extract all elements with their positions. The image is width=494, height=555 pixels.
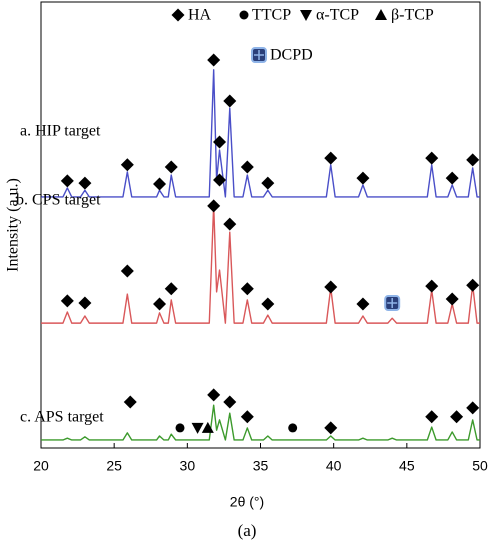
hkl-marker (60, 174, 74, 188)
x-tick-label: 35 (253, 458, 269, 474)
hkl-marker (153, 297, 167, 311)
hkl-marker (261, 297, 275, 311)
hkl-marker (239, 10, 249, 20)
x-tick-label: 30 (180, 458, 196, 474)
hkl-marker (445, 292, 459, 306)
hkl-marker (164, 160, 178, 174)
legend-label: β-TCP (391, 7, 434, 24)
hkl-marker (466, 278, 480, 292)
series-label: a. HIP target (20, 123, 101, 140)
xrd-trace (41, 69, 480, 198)
hkl-marker (445, 171, 459, 185)
hkl-marker (223, 217, 237, 231)
legend-label: TTCP (252, 7, 291, 24)
hkl-marker (450, 410, 464, 424)
hkl-marker (191, 422, 204, 434)
hkl-marker (60, 294, 74, 308)
hkl-marker (207, 53, 221, 67)
hkl-marker (466, 153, 480, 167)
series-label: b. CPS target (16, 192, 101, 209)
hkl-marker (425, 279, 439, 293)
legend-label: DCPD (270, 47, 313, 64)
hkl-marker (78, 296, 92, 310)
hkl-marker (384, 295, 401, 312)
hkl-marker (466, 401, 480, 415)
hkl-marker (207, 388, 221, 402)
caption: (a) (238, 521, 257, 540)
hkl-marker (324, 421, 338, 435)
x-axis-label: 2θ (°) (230, 494, 264, 510)
hkl-marker (164, 282, 178, 296)
y-axis-label: Intensity (a.u.) (5, 178, 22, 272)
hkl-marker (356, 297, 370, 311)
hkl-marker (207, 199, 221, 213)
hkl-marker (201, 421, 214, 433)
xrd-trace (41, 404, 480, 441)
hkl-marker (240, 282, 254, 296)
x-tick-label: 45 (399, 458, 415, 474)
hkl-marker (240, 160, 254, 174)
hkl-marker (356, 171, 370, 185)
series-label: c. APS target (20, 409, 104, 426)
hkl-marker (425, 410, 439, 424)
x-tick-label: 40 (326, 458, 342, 474)
hkl-marker (261, 176, 275, 190)
dcpd-cross (254, 50, 264, 60)
legend-label: HA (188, 7, 212, 24)
hkl-marker (213, 173, 227, 187)
hkl-marker (213, 135, 227, 149)
hkl-marker (300, 10, 312, 21)
hkl-marker (120, 264, 134, 278)
hkl-marker (251, 47, 267, 63)
xrd-trace (41, 204, 480, 324)
hkl-marker (223, 395, 237, 409)
x-tick-label: 25 (106, 458, 122, 474)
hkl-marker (375, 9, 387, 20)
hkl-marker (425, 151, 439, 165)
hkl-marker (171, 8, 185, 22)
hkl-marker (153, 177, 167, 191)
hkl-marker (240, 410, 254, 424)
plot-frame (40, 1, 481, 449)
dcpd-cross (387, 298, 398, 309)
hkl-marker (223, 94, 237, 108)
legend-label: α-TCP (316, 7, 359, 24)
hkl-marker (78, 176, 92, 190)
hkl-marker (175, 423, 185, 433)
hkl-marker (123, 395, 137, 409)
hkl-marker (288, 423, 298, 433)
x-tick-label: 50 (472, 458, 488, 474)
hkl-marker (324, 151, 338, 165)
hkl-marker (324, 280, 338, 294)
x-tick-label: 20 (33, 458, 49, 474)
hkl-marker (120, 158, 134, 172)
